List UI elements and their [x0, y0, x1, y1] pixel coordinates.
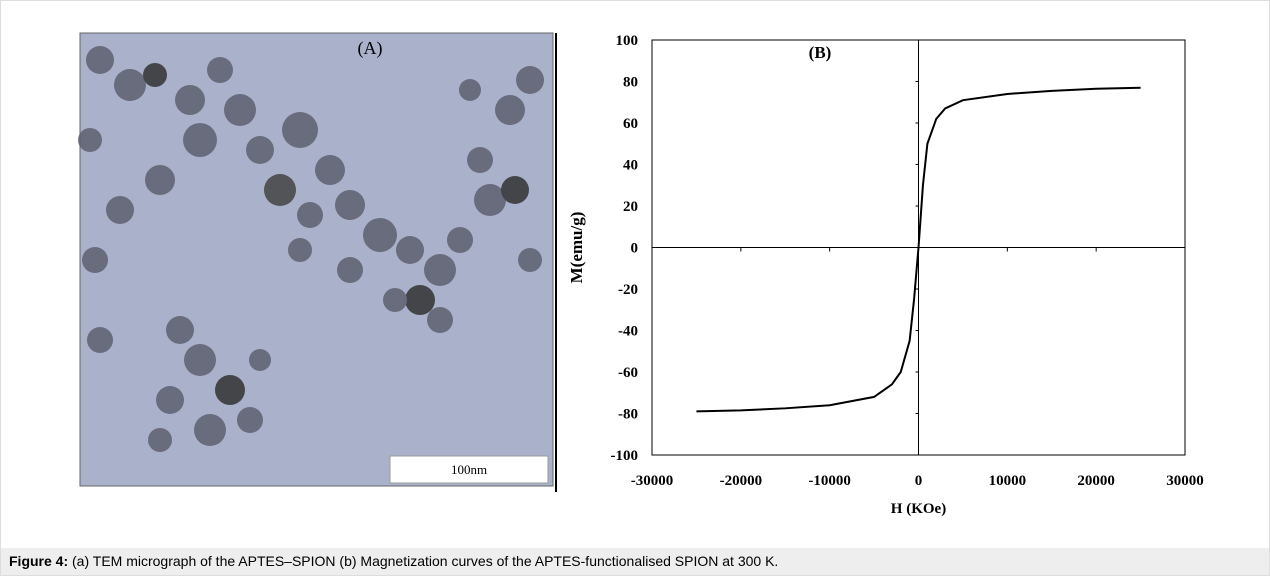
y-tick-label: 40	[623, 158, 638, 174]
y-tick-label: -20	[618, 282, 638, 298]
caption-label: Figure 4:	[9, 553, 69, 569]
figure: (A) 100nm -100 -80 -60 -40 -20 0 20 40 60 80 100 -3…	[78, 32, 1204, 517]
y-tick-label: 60	[623, 116, 638, 132]
tem-image	[78, 32, 554, 487]
x-tick-label: -10000	[808, 473, 851, 489]
y-axis-label: M(emu/g)	[567, 212, 586, 284]
y-tick-label: -40	[618, 324, 638, 340]
caption-text: (a) TEM micrograph of the APTES–SPION (b…	[68, 553, 779, 569]
y-tick-label: 20	[623, 199, 638, 215]
x-tick-label: 30000	[1166, 473, 1204, 489]
annotation: (B)	[809, 43, 832, 62]
x-axis-label: H (KOe)	[891, 501, 946, 517]
x-tick-label: 20000	[1077, 473, 1115, 489]
x-tick-label: -30000	[631, 473, 674, 489]
magnetization-curve	[696, 86, 1141, 413]
x-tick-label: -20000	[720, 473, 763, 489]
y-tick-label: 100	[616, 33, 639, 49]
y-tick-label: -80	[618, 407, 638, 423]
caption: Figure 4: (a) TEM micrograph of the APTE…	[1, 548, 1269, 575]
y-tick-label: 0	[631, 241, 639, 257]
x-tick-label: 0	[915, 473, 923, 489]
scale-bar-label: 100nm	[451, 462, 487, 477]
x-tick-label: 10000	[989, 473, 1027, 489]
y-tick-label: -100	[611, 448, 639, 464]
y-tick-label: -60	[618, 365, 638, 381]
panel-label: (A)	[358, 38, 383, 59]
y-tick-label: 80	[623, 75, 638, 91]
